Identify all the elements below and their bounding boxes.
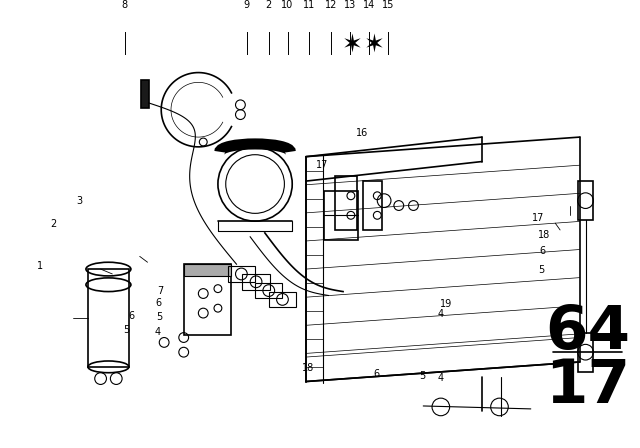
Text: 11: 11 bbox=[303, 0, 316, 10]
Text: 5: 5 bbox=[156, 312, 163, 323]
Text: 16: 16 bbox=[356, 128, 369, 138]
Text: 4: 4 bbox=[155, 327, 161, 337]
Text: 4: 4 bbox=[438, 310, 444, 319]
Text: 18: 18 bbox=[302, 363, 314, 373]
Bar bbox=[141, 80, 148, 108]
Text: 5: 5 bbox=[538, 265, 545, 275]
Text: 4: 4 bbox=[437, 373, 444, 383]
Bar bbox=[363, 181, 382, 230]
Text: 19: 19 bbox=[440, 299, 452, 309]
Text: 6: 6 bbox=[155, 298, 161, 309]
Text: 9: 9 bbox=[244, 0, 250, 10]
Bar bbox=[335, 176, 356, 230]
Text: 2: 2 bbox=[50, 219, 56, 229]
Text: 13: 13 bbox=[344, 0, 356, 10]
Text: 17: 17 bbox=[545, 357, 630, 416]
Ellipse shape bbox=[86, 278, 131, 292]
Bar bbox=[228, 266, 255, 282]
Text: 12: 12 bbox=[325, 0, 337, 10]
Text: 3: 3 bbox=[77, 195, 83, 206]
Text: 10: 10 bbox=[282, 0, 294, 10]
Bar bbox=[578, 181, 593, 220]
Bar bbox=[243, 274, 269, 289]
Bar bbox=[184, 264, 230, 276]
Text: 17: 17 bbox=[532, 213, 544, 223]
Bar bbox=[269, 292, 296, 307]
Text: ✶: ✶ bbox=[364, 33, 385, 57]
Text: 7: 7 bbox=[157, 286, 164, 296]
Bar bbox=[184, 264, 230, 335]
Text: 6: 6 bbox=[128, 311, 134, 321]
Text: 5: 5 bbox=[420, 371, 426, 381]
Bar bbox=[323, 191, 358, 240]
Text: 18: 18 bbox=[538, 230, 550, 240]
Text: 15: 15 bbox=[381, 0, 394, 10]
Text: ✶: ✶ bbox=[342, 33, 362, 57]
Text: 6: 6 bbox=[540, 246, 546, 256]
Text: 14: 14 bbox=[363, 0, 375, 10]
Text: 64: 64 bbox=[545, 303, 630, 362]
Text: 2: 2 bbox=[266, 0, 272, 10]
Text: 8: 8 bbox=[122, 0, 128, 10]
Text: 17: 17 bbox=[316, 160, 328, 171]
Text: 1: 1 bbox=[37, 261, 44, 271]
Bar bbox=[578, 332, 593, 372]
Bar bbox=[255, 283, 282, 298]
Bar bbox=[88, 269, 129, 367]
Ellipse shape bbox=[86, 262, 131, 276]
Text: 6: 6 bbox=[373, 369, 380, 379]
Text: 5: 5 bbox=[124, 325, 130, 335]
Ellipse shape bbox=[88, 361, 129, 373]
